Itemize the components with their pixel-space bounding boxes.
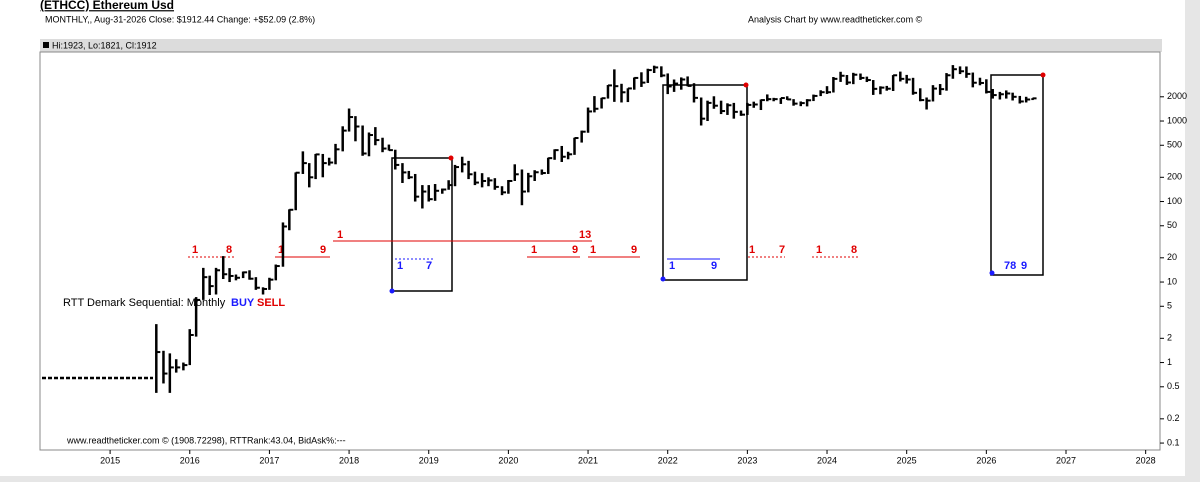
bottom-strip xyxy=(0,476,1200,482)
x-tick-label: 2022 xyxy=(658,455,678,465)
count: 7 xyxy=(426,260,432,272)
sell-count-lines xyxy=(188,240,858,258)
y-tick-label: 5 xyxy=(1167,301,1172,311)
setup-box xyxy=(990,74,1044,276)
x-tick-label: 2025 xyxy=(897,455,917,465)
x-tick-label: 2019 xyxy=(419,455,439,465)
count: 9 xyxy=(711,260,717,272)
x-tick-label: 2026 xyxy=(976,455,996,465)
plot-frame xyxy=(39,51,1161,451)
count: 13 xyxy=(579,229,591,241)
y-tick-label: 1 xyxy=(1167,357,1172,367)
count: 1 xyxy=(531,244,537,256)
setup-box xyxy=(662,84,748,281)
sell-dots xyxy=(448,72,1046,161)
y-tick-label: 1000 xyxy=(1167,115,1187,125)
y-tick-label: 20 xyxy=(1167,252,1177,262)
y-tick-label: 0.5 xyxy=(1167,381,1180,391)
x-tick-label: 2023 xyxy=(737,455,757,465)
count: 1 xyxy=(397,260,403,272)
x-tick-label: 2017 xyxy=(259,455,279,465)
y-tick-label: 0.1 xyxy=(1167,437,1180,447)
chart-title: (ETHCC) Ethereum Usd xyxy=(40,0,174,12)
count: 1 xyxy=(337,229,343,241)
count: 1 xyxy=(669,260,675,272)
count: 1 xyxy=(816,244,822,256)
setup-box xyxy=(391,157,453,292)
credit: Analysis Chart by www.readtheticker.com … xyxy=(748,14,923,24)
buy-label: BUY xyxy=(231,297,255,309)
y-tick-label: 2000 xyxy=(1167,91,1187,101)
x-tick-label: 2021 xyxy=(578,455,598,465)
y-tick-label: 10 xyxy=(1167,276,1177,286)
last-bar: Hi:1923, Lo:1821, Cl:1912 xyxy=(52,40,157,50)
count: 9 xyxy=(572,244,578,256)
count: 1 xyxy=(278,244,284,256)
count: 1 xyxy=(192,244,198,256)
sell-label: SELL xyxy=(257,297,285,309)
x-tick-label: 2015 xyxy=(100,455,120,465)
legend-swatch xyxy=(43,42,49,48)
count: 1 xyxy=(590,244,596,256)
x-tick-label: 2028 xyxy=(1136,455,1156,465)
buy-dots xyxy=(389,270,995,294)
y-tick-label: 200 xyxy=(1167,172,1182,182)
y-tick-label: 500 xyxy=(1167,140,1182,150)
x-tick-label: 2020 xyxy=(498,455,518,465)
buy-counts: 1 7 1 9 78 9 xyxy=(397,260,1027,272)
study-label: RTT Demark Sequential: Monthly xyxy=(63,297,226,309)
count: 8 xyxy=(851,244,857,256)
quote-info: MONTHLY,, Aug-31-2026 Close: $1912.44 Ch… xyxy=(45,14,315,24)
side-strip xyxy=(1185,0,1200,482)
info-strip xyxy=(40,39,1162,52)
count: 1 xyxy=(749,244,755,256)
footer: www.readtheticker.com © (1908.72298), RT… xyxy=(66,435,346,445)
x-tick-label: 2016 xyxy=(180,455,200,465)
y-tick-label: 50 xyxy=(1167,220,1177,230)
count: 8 xyxy=(226,244,232,256)
count: 7 xyxy=(779,244,785,256)
y-tick-label: 100 xyxy=(1167,196,1182,206)
x-tick-label: 2018 xyxy=(339,455,359,465)
x-tick-label: 2024 xyxy=(817,455,837,465)
count: 9 xyxy=(631,244,637,256)
sell-counts: 1 8 1 9 1 13 1 9 1 9 1 7 1 8 xyxy=(192,229,857,256)
x-tick-label: 2027 xyxy=(1056,455,1076,465)
count: 9 xyxy=(320,244,326,256)
count: 78 xyxy=(1004,260,1016,272)
y-tick-label: 2 xyxy=(1167,333,1172,343)
y-tick-label: 0.2 xyxy=(1167,413,1180,423)
count: 9 xyxy=(1021,260,1027,272)
